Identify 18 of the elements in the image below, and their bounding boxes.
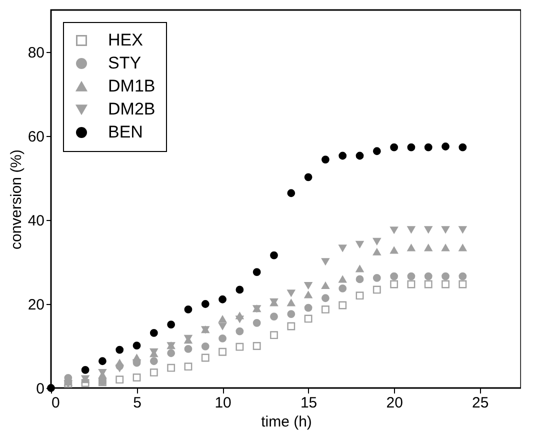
y-tick-label: 0 — [36, 380, 44, 398]
legend-label: BEN — [108, 122, 143, 142]
y-tick-label: 80 — [28, 44, 44, 62]
y-tick-label: 60 — [28, 128, 44, 146]
x-tick-label: 25 — [472, 394, 489, 412]
legend-label: STY — [108, 54, 142, 72]
legend-label: HEX — [108, 30, 143, 50]
x-tick-label: 0 — [52, 394, 60, 412]
y-axis-title: conversion (%) — [8, 149, 25, 250]
legend-label: DM1B — [108, 76, 156, 96]
y-tick-label: 20 — [28, 296, 44, 314]
x-axis-title: time (h) — [261, 414, 312, 430]
x-tick-label: 20 — [386, 394, 403, 412]
x-tick-label: 5 — [133, 394, 142, 412]
x-tick-label: 15 — [300, 394, 318, 412]
legend-label: DM2B — [108, 100, 156, 118]
x-tick-label: 10 — [214, 394, 232, 412]
y-tick-label: 40 — [28, 212, 44, 230]
